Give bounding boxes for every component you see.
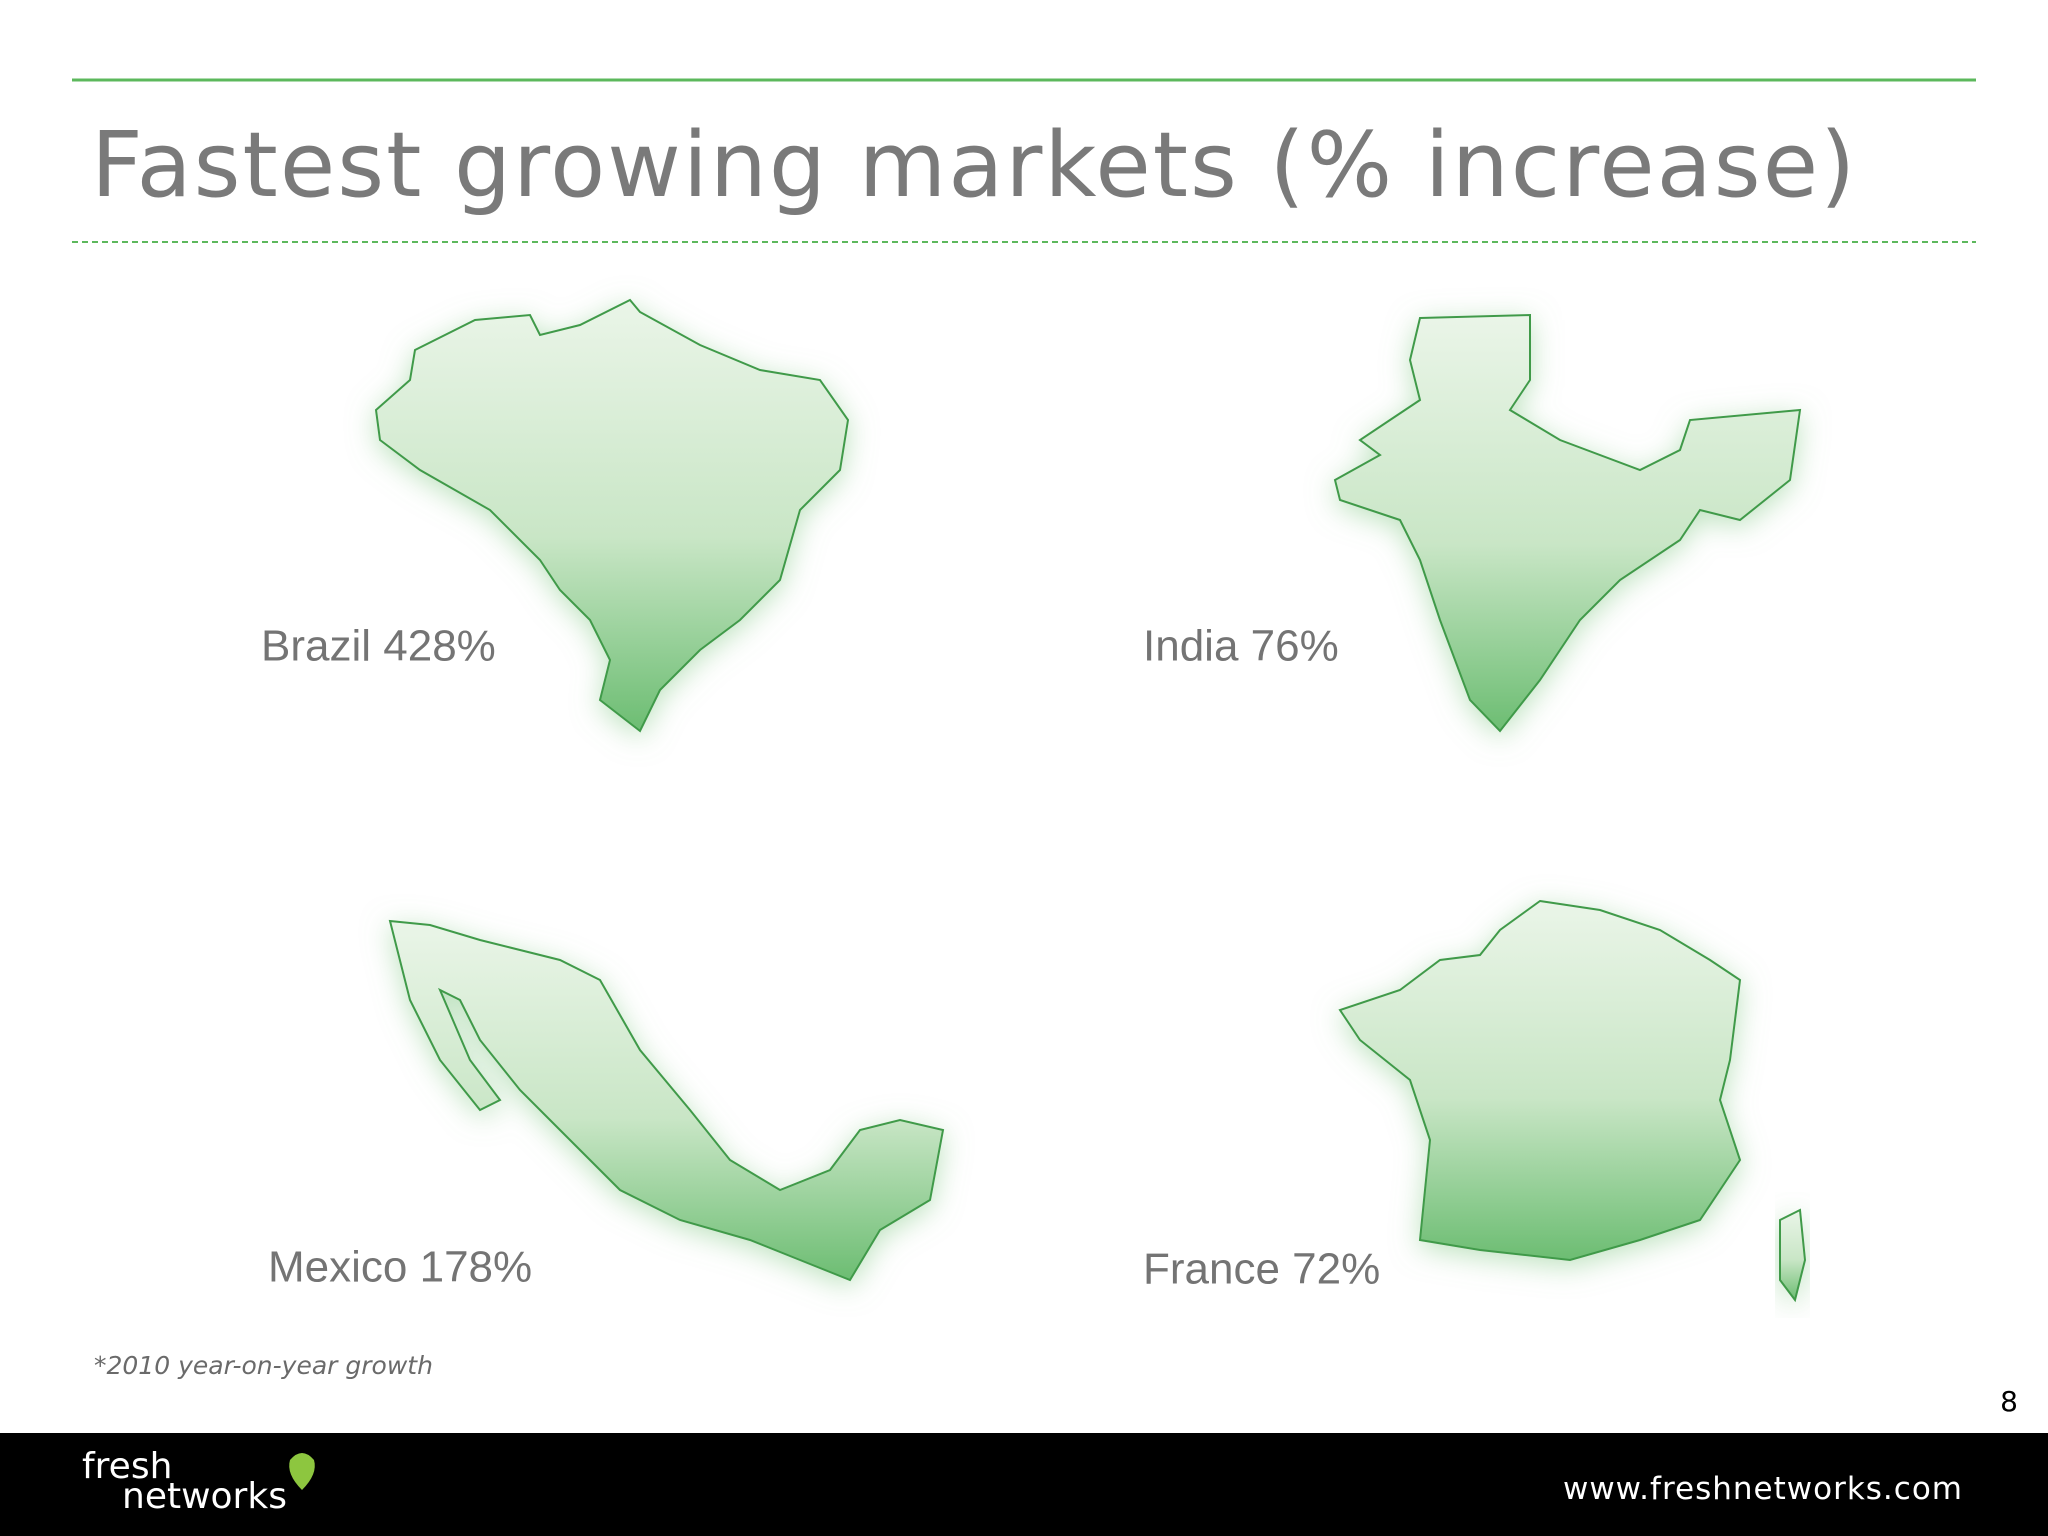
logo-bottom: networks: [122, 1476, 287, 1517]
slide-title: Fastest growing markets (% increase): [91, 113, 1857, 218]
mexico-map: [388, 919, 945, 1282]
footer-url: www.freshnetworks.com: [1563, 1471, 1963, 1507]
market-label: France 72%: [1143, 1245, 1380, 1294]
market-label: Mexico 178%: [268, 1243, 532, 1292]
logo-mark: [289, 1453, 315, 1490]
footer-bar: [0, 1433, 2048, 1536]
brazil-map: [374, 298, 850, 733]
france-map: [1338, 899, 1742, 1262]
market-label: Brazil 428%: [261, 622, 496, 671]
page-number: 8: [2000, 1385, 2018, 1418]
corsica-map: [1779, 1208, 1807, 1303]
footnote: *2010 year-on-year growth: [94, 1351, 433, 1380]
logo-top: fresh: [82, 1446, 172, 1487]
market-label: India 76%: [1143, 622, 1339, 671]
india-map: [1333, 313, 1802, 733]
